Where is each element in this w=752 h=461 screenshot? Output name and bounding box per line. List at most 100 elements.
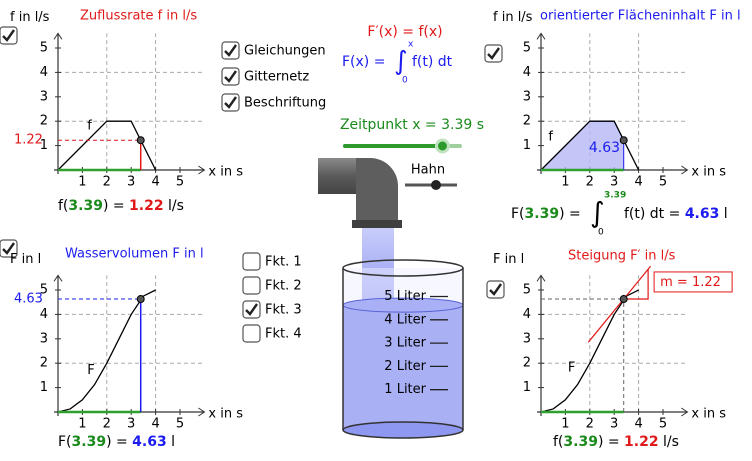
y-tick-label: 4: [523, 65, 531, 80]
checkbox[interactable]: Fkt. 2: [242, 276, 302, 295]
y-tick-label: 4: [523, 307, 531, 322]
axis-arrow: [198, 165, 206, 175]
checkbox-box: [242, 324, 261, 343]
y-tick-label: 4: [40, 307, 48, 322]
slider-knob[interactable]: [434, 138, 450, 154]
formula-area-lhs: F(3.39) =: [511, 206, 581, 222]
checkbox[interactable]: [0, 239, 18, 258]
x-tick-label: 1: [561, 417, 569, 432]
current-point: [619, 295, 628, 304]
integral-integrand: f(t) dt: [412, 54, 453, 70]
faucet: [318, 158, 402, 228]
axis-arrow: [198, 407, 206, 417]
value-label: 4.63: [14, 292, 43, 307]
y-tick-label: 3: [40, 89, 48, 104]
checkbox[interactable]: Beschriftung: [221, 93, 326, 112]
x-tick-label: 4: [151, 417, 159, 432]
graph-title: Wasservolumen F in l: [65, 247, 204, 262]
checkbox[interactable]: Fkt. 4: [242, 324, 302, 343]
value-label: 1.22: [14, 133, 43, 148]
tap-knob[interactable]: [431, 180, 441, 190]
axis-arrow: [53, 32, 63, 40]
formula-area-integral: ∫: [590, 196, 605, 229]
formula-area-lower: 0: [598, 228, 604, 238]
checkbox[interactable]: [0, 26, 18, 45]
beaker-mark-label: 3 Liter: [384, 336, 426, 351]
curve: [540, 120, 640, 171]
y-axis-label: F in l: [10, 252, 41, 267]
slope-prefix: m =: [660, 274, 692, 289]
pipe-nozzle: [352, 220, 402, 228]
check-mark: [224, 44, 237, 57]
formula-slope: f(3.39) = 1.22 l/s: [553, 434, 679, 450]
current-point: [136, 136, 145, 145]
curve-label: F: [87, 363, 94, 378]
x-tick-label: 2: [103, 417, 111, 432]
time-slider[interactable]: [343, 138, 462, 154]
check-mark: [2, 242, 15, 255]
graph-title: orientierter Flächeninhalt F in l: [540, 9, 741, 24]
checkbox-label: Gitternetz: [244, 70, 309, 85]
checkbox[interactable]: [484, 44, 503, 63]
checkbox[interactable]: Gleichungen: [221, 41, 326, 60]
checkbox-label: Beschriftung: [244, 96, 326, 111]
pipe-elbow: [356, 158, 398, 222]
checkbox[interactable]: Gitternetz: [221, 67, 309, 86]
x-tick-label: 3: [127, 417, 135, 432]
x-tick-label: 3: [610, 175, 618, 190]
slope-triangle: [623, 269, 649, 300]
formula-area-rhs: f(t) dt = 4.63 l: [624, 206, 728, 222]
checkbox-box: [221, 93, 240, 112]
graph-title: Steigung F′ in l/s: [568, 249, 676, 264]
y-tick-label: 2: [523, 114, 531, 129]
y-tick-label: 1: [523, 138, 531, 153]
beaker-mark-label: 4 Liter: [384, 312, 426, 327]
slope-value: 1.22: [692, 274, 721, 289]
formula-f: f(3.39) = 1.22 l/s: [58, 198, 184, 214]
y-tick-label: 1: [40, 138, 48, 153]
y-tick-label: 2: [523, 356, 531, 371]
y-tick-label: 5: [523, 41, 531, 56]
derivative-formula: F′(x) = f(x): [367, 24, 442, 40]
y-axis-label: F in l: [493, 252, 524, 267]
curve: [57, 120, 157, 171]
checkbox-label: Fkt. 3: [265, 303, 302, 318]
checkbox-box: [242, 276, 261, 295]
beaker-mark-label: 5 Liter: [384, 289, 426, 304]
tangent: [587, 265, 652, 343]
integral-sign: ∫: [394, 47, 408, 77]
axis-arrow: [536, 32, 546, 40]
integral-upper: x: [408, 40, 414, 50]
x-tick-label: 1: [78, 417, 86, 432]
beaker-bottom: [342, 421, 464, 439]
checkbox-label: Fkt. 2: [265, 279, 302, 294]
curve-label: f: [87, 119, 92, 134]
check-mark: [489, 283, 502, 296]
x-tick-label: 3: [610, 417, 618, 432]
checkbox[interactable]: [486, 280, 505, 299]
slope-box: [653, 271, 733, 293]
formula-F: F(3.39) = 4.63 l: [58, 434, 175, 450]
tap-slider[interactable]: [405, 180, 457, 190]
integral-lower: 0: [402, 76, 408, 86]
checkbox[interactable]: Fkt. 1: [242, 252, 302, 271]
checkbox-label: Gleichungen: [244, 44, 326, 59]
checkbox-box: [242, 252, 261, 271]
checkbox-box: [0, 26, 18, 45]
checkbox[interactable]: Fkt. 3: [242, 300, 302, 319]
y-axis-label: f in l/s: [493, 10, 533, 25]
y-tick-label: 3: [523, 89, 531, 104]
current-point: [136, 295, 145, 304]
axis-arrow: [681, 407, 689, 417]
curve-label: F: [568, 361, 575, 376]
x-tick-label: 1: [561, 175, 569, 190]
x-tick-label: 2: [103, 175, 111, 190]
checkbox-box: [486, 280, 505, 299]
x-axis-label: x in s: [691, 165, 726, 180]
beaker-mark-label: 2 Liter: [384, 359, 426, 374]
y-tick-label: 2: [40, 114, 48, 129]
y-tick-label: 1: [523, 380, 531, 395]
y-tick-label: 4: [40, 65, 48, 80]
x-tick-label: 5: [659, 175, 667, 190]
